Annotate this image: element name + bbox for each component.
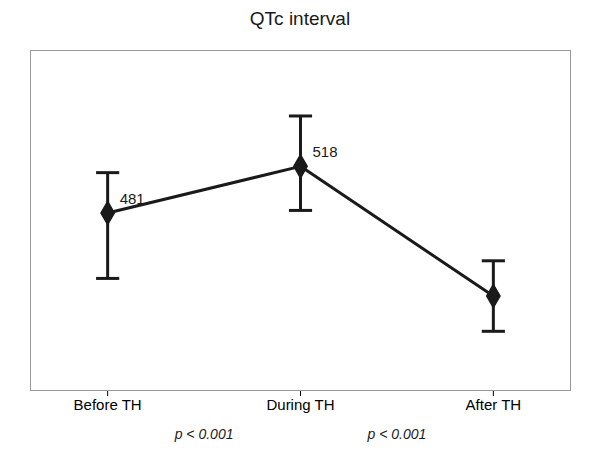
svg-text:During TH: During TH [266,396,334,413]
svg-text:p < 0.001: p < 0.001 [367,426,427,442]
svg-text:481: 481 [120,190,145,207]
svg-text:p < 0.001: p < 0.001 [174,426,234,442]
html-text:QTc interval: QTc interval [249,8,351,29]
svg-text:Before TH: Before TH [74,396,142,413]
svg-text:518: 518 [313,143,338,160]
svg-text:After TH: After TH [466,396,522,413]
